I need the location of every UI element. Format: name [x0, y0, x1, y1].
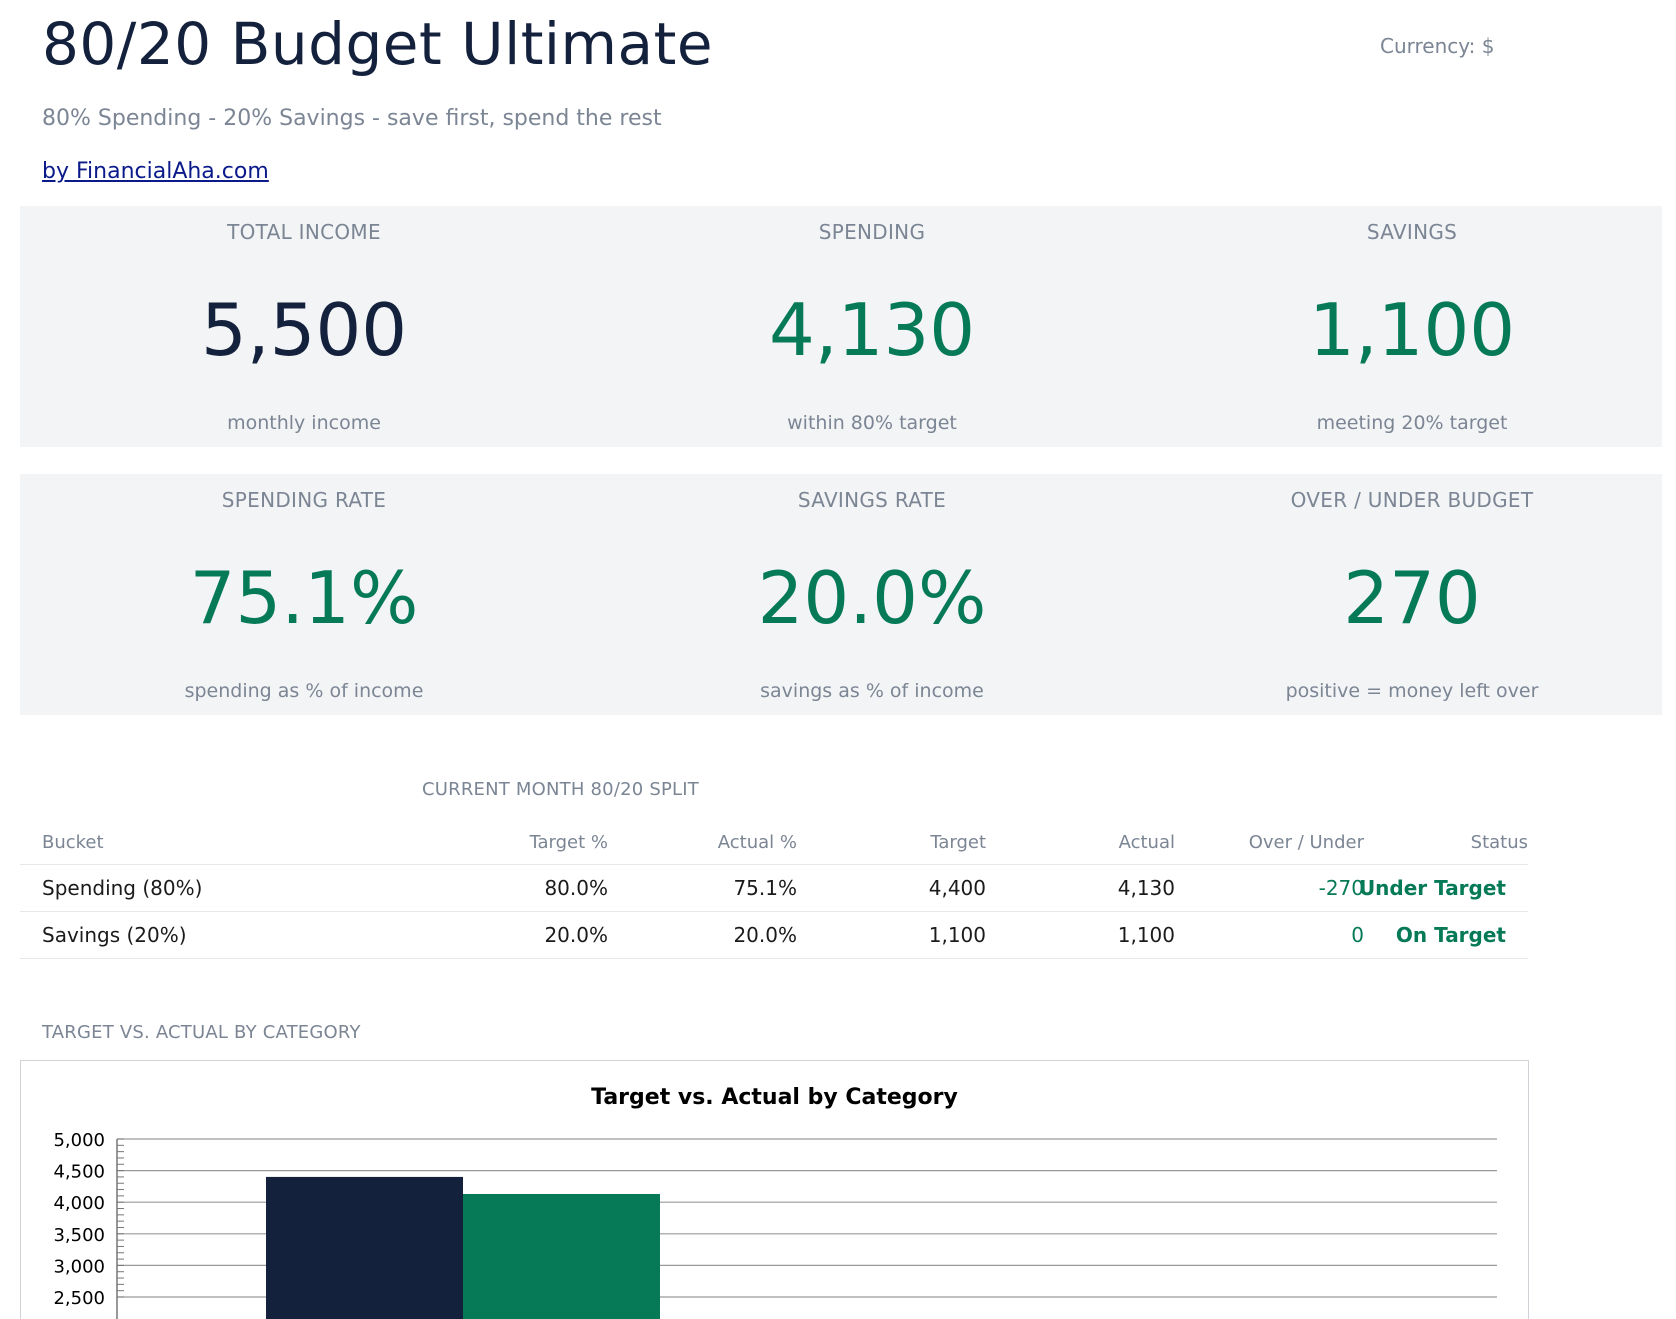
split-section-label: CURRENT MONTH 80/20 SPLIT — [422, 779, 699, 800]
table-header-row: Bucket Target % Actual % Target Actual O… — [20, 822, 1528, 865]
cell-target: 4,400 — [928, 876, 986, 900]
card-label: SAVINGS RATE — [797, 488, 947, 512]
card-label: SPENDING — [818, 220, 926, 244]
currency-label: Currency: $ — [1380, 34, 1495, 58]
chart-bar — [463, 1193, 660, 1319]
card-note: positive = money left over — [1285, 680, 1539, 702]
savings-rate-card: SAVINGS RATE 20.0% savings as % of incom… — [588, 474, 1156, 715]
cell-actual-pct: 20.0% — [733, 923, 797, 947]
col-header-target: Target — [930, 832, 986, 853]
page-subtitle: 80% Spending - 20% Savings - save first,… — [42, 106, 662, 131]
card-value: 20.0% — [757, 556, 987, 640]
split-table: Bucket Target % Actual % Target Actual O… — [20, 822, 1528, 959]
cell-target-pct: 80.0% — [544, 876, 608, 900]
cell-actual: 1,100 — [1117, 923, 1175, 947]
cell-over-under: 0 — [1351, 923, 1364, 947]
table-row: Spending (80%) 80.0% 75.1% 4,400 4,130 -… — [20, 865, 1528, 912]
card-note: monthly income — [227, 412, 381, 434]
card-value: 1,100 — [1308, 288, 1516, 372]
chart-section-label: TARGET VS. ACTUAL BY CATEGORY — [42, 1022, 361, 1043]
col-header-actual-pct: Actual % — [717, 832, 797, 853]
over-under-card: OVER / UNDER BUDGET 270 positive = money… — [1156, 474, 1668, 715]
chart-title: Target vs. Actual by Category — [591, 1085, 958, 1110]
y-tick-label: 3,000 — [53, 1256, 105, 1277]
cell-over-under: -270 — [1318, 876, 1364, 900]
cell-actual: 4,130 — [1117, 876, 1175, 900]
card-value: 5,500 — [200, 288, 408, 372]
y-tick-label: 4,000 — [53, 1193, 105, 1214]
cell-actual-pct: 75.1% — [733, 876, 797, 900]
card-value: 75.1% — [189, 556, 419, 640]
card-label: OVER / UNDER BUDGET — [1290, 488, 1534, 512]
kpi-row-1: TOTAL INCOME 5,500 monthly income SPENDI… — [20, 206, 1662, 447]
col-header-target-pct: Target % — [529, 832, 608, 853]
card-note: meeting 20% target — [1316, 412, 1508, 434]
chart-container: Target vs. Actual by Category 2,500 3,000… — [20, 1060, 1529, 1319]
card-label: TOTAL INCOME — [227, 220, 381, 244]
page-title: 80/20 Budget Ultimate — [42, 10, 714, 78]
card-label: SPENDING RATE — [221, 488, 387, 512]
col-header-actual: Actual — [1118, 832, 1175, 853]
savings-card: SAVINGS 1,100 meeting 20% target — [1156, 206, 1668, 447]
col-header-bucket: Bucket — [42, 832, 104, 853]
cell-target-pct: 20.0% — [544, 923, 608, 947]
cell-bucket: Spending (80%) — [42, 876, 203, 900]
cell-bucket: Savings (20%) — [42, 923, 187, 947]
byline-link[interactable]: by FinancialAha.com — [42, 159, 269, 184]
bar-chart: 2,500 3,000 3,500 4,000 4,500 5,000 — [53, 1130, 1497, 1319]
col-header-over-under: Over / Under — [1248, 832, 1364, 853]
status-badge: Under Target — [1358, 876, 1506, 900]
y-tick-label: 5,000 — [53, 1130, 105, 1151]
card-note: savings as % of income — [760, 680, 984, 702]
col-header-status: Status — [1470, 832, 1528, 853]
y-tick-label: 2,500 — [53, 1288, 105, 1309]
table-row: Savings (20%) 20.0% 20.0% 1,100 1,100 0 … — [20, 912, 1528, 959]
spending-card: SPENDING 4,130 within 80% target — [588, 206, 1156, 447]
chart-bar — [266, 1176, 463, 1319]
y-tick-label: 4,500 — [53, 1162, 105, 1183]
card-label: SAVINGS — [1366, 220, 1458, 244]
kpi-row-2: SPENDING RATE 75.1% spending as % of inc… — [20, 474, 1662, 715]
cell-target: 1,100 — [928, 923, 986, 947]
spending-rate-card: SPENDING RATE 75.1% spending as % of inc… — [20, 474, 588, 715]
card-note: within 80% target — [787, 412, 957, 434]
card-value: 4,130 — [768, 288, 976, 372]
card-value: 270 — [1343, 556, 1481, 640]
y-tick-label: 3,500 — [53, 1225, 105, 1246]
total-income-card: TOTAL INCOME 5,500 monthly income — [20, 206, 588, 447]
card-note: spending as % of income — [184, 680, 424, 702]
status-badge: On Target — [1395, 923, 1506, 947]
